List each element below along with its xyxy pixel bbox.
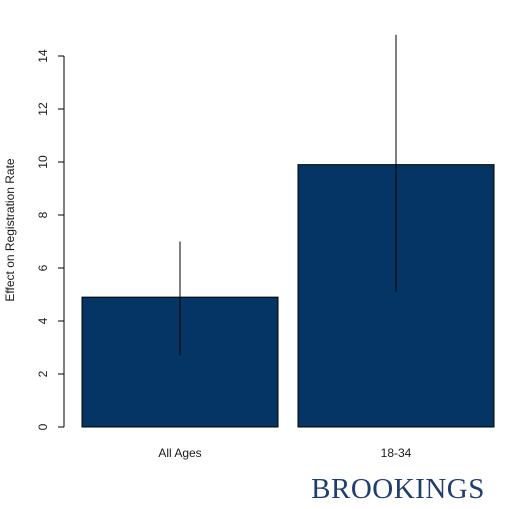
y-tick-label: 10 <box>36 155 50 169</box>
x-tick-label: All Ages <box>158 446 201 460</box>
y-ticks: 0 2 4 6 8 10 12 14 <box>36 49 64 430</box>
y-axis-label: Effect on Registration Rate <box>3 158 17 302</box>
bars <box>81 164 495 428</box>
y-tick-label: 8 <box>36 211 50 218</box>
y-tick-label: 6 <box>36 264 50 271</box>
y-tick-label: 4 <box>36 317 50 324</box>
y-tick-label: 2 <box>36 370 50 377</box>
y-tick-label: 12 <box>36 102 50 116</box>
y-tick-label: 0 <box>36 423 50 430</box>
y-tick-label: 14 <box>36 49 50 63</box>
x-tick-label: 18-34 <box>381 446 412 460</box>
category-labels: All Ages 18-34 <box>158 446 411 460</box>
y-axis: 0 2 4 6 8 10 12 14 <box>36 49 65 430</box>
error-bars <box>179 34 397 356</box>
brookings-logo: BROOKINGS <box>311 473 485 505</box>
